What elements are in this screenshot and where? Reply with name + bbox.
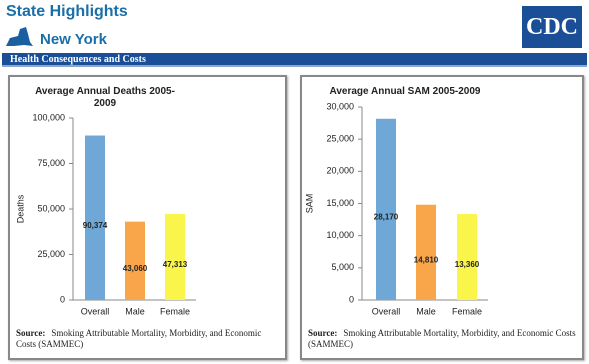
x-tick-label: Male [416, 306, 436, 316]
chart-title: Average Annual Deaths 2005-2009 [35, 86, 175, 109]
page-title: State Highlights [6, 3, 128, 20]
source-label: Source: [308, 328, 338, 338]
panel [8, 75, 287, 360]
value-label: 28,170 [374, 212, 399, 221]
bar [85, 135, 105, 300]
state-name: New York [40, 31, 107, 48]
y-tick-label: 75,000 [37, 158, 65, 168]
source-text: Smoking Attributable Mortality, Morbidit… [308, 328, 576, 349]
y-tick-label: 0 [349, 294, 354, 304]
y-tick-label: 0 [60, 294, 65, 304]
y-tick-label: 15,000 [326, 198, 354, 208]
bar [457, 214, 477, 300]
source-label: Source: [16, 328, 46, 338]
y-tick-label: 20,000 [326, 166, 354, 176]
state-icon [6, 27, 33, 46]
section-bar: Health Consequences and Costs [2, 53, 587, 67]
y-axis-label: Deaths [15, 194, 25, 223]
y-tick-label: 30,000 [326, 101, 354, 111]
value-label: 43,060 [123, 264, 148, 273]
y-tick-label: 25,000 [37, 249, 65, 259]
bar [165, 213, 185, 300]
x-tick-label: Overall [372, 306, 401, 316]
y-tick-label: 50,000 [37, 203, 65, 213]
x-tick-label: Overall [81, 306, 110, 316]
x-tick-label: Male [125, 306, 145, 316]
panel [300, 75, 584, 360]
value-label: 47,313 [163, 260, 188, 269]
y-tick-label: 10,000 [326, 230, 354, 240]
value-label: 90,374 [83, 221, 108, 230]
chart-title: Average Annual SAM 2005-2009 [329, 86, 481, 97]
source: Source: Smoking Attributable Mortality, M… [308, 328, 576, 350]
y-tick-label: 25,000 [326, 134, 354, 144]
y-axis-label: SAM [304, 194, 314, 214]
bar [376, 118, 396, 300]
source-text: Smoking Attributable Mortality, Morbidit… [16, 328, 262, 349]
y-tick-label: 5,000 [331, 262, 354, 272]
value-label: 14,810 [414, 255, 439, 264]
bar [125, 221, 145, 300]
x-tick-label: Female [160, 306, 190, 316]
value-label: 13,360 [455, 260, 480, 269]
x-tick-label: Female [452, 306, 482, 316]
bar [416, 204, 436, 300]
logo: CDC [522, 6, 582, 48]
y-tick-label: 100,000 [32, 112, 65, 122]
source: Source: Smoking Attributable Mortality, M… [16, 328, 281, 350]
